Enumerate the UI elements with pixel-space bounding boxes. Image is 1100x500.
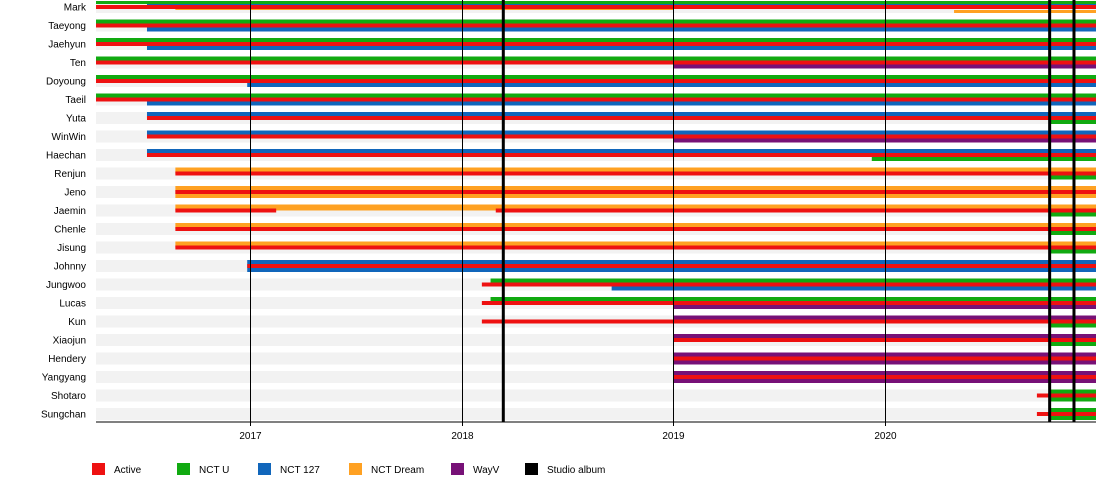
bar-mark-dream [954, 10, 1096, 13]
label-xiaojun: Xiaojun [53, 336, 86, 347]
active-johnny-0 [247, 264, 1097, 268]
label-jisung: Jisung [57, 243, 86, 254]
member-labels: Mark Taeyong Jaehyun Ten Doyoung Taeil Yuta Win… [41, 3, 87, 421]
bar-mark-nctu [96, 1, 1096, 4]
legend-label-active: Active [114, 465, 142, 476]
bar-jungwoo-nctu [490, 278, 1096, 285]
label-sungchan: Sungchan [41, 410, 86, 421]
label-taeyong: Taeyong [48, 21, 86, 32]
tick-label-2018: 2018 [451, 431, 474, 442]
active-doyoung-0 [96, 79, 1096, 83]
active-yangyang-0 [673, 375, 1096, 379]
legend-label-album: Studio album [547, 465, 605, 476]
active-yuta-0 [146, 116, 1097, 120]
label-jaehyun: Jaehyun [48, 40, 86, 51]
bar-taeil-nct127 [146, 99, 1097, 106]
label-mark: Mark [64, 3, 87, 14]
bar-doyoung-nct127 [247, 81, 1097, 87]
tick-label-2019: 2019 [662, 431, 685, 442]
bar-winwin-nct127 [146, 130, 1097, 135]
legend-swatch-album [525, 463, 538, 475]
label-jeno: Jeno [64, 188, 86, 199]
label-johnny: Johnny [54, 262, 86, 273]
bar-taeyong-nct127 [146, 25, 1097, 32]
active-haechan-0 [146, 153, 1097, 157]
bar-winwin-wayv [673, 138, 1096, 143]
bar-jaemin-dream [175, 204, 1097, 211]
bar-ten-wayv [673, 62, 1096, 69]
active-lucas-0 [481, 301, 1096, 305]
tick-label-2020: 2020 [874, 431, 897, 442]
bar-haechan-nct127 [146, 149, 1097, 153]
active-jaehyun-0 [96, 42, 1096, 46]
bar-jungwoo-nct127 [611, 284, 1096, 291]
active-winwin-0 [146, 134, 1097, 139]
bar-jaehyun-nctu [96, 38, 1096, 44]
tick-label-2017: 2017 [239, 431, 262, 442]
bar-jaehyun-nct127 [146, 44, 1097, 50]
legend-swatch-active [92, 463, 105, 475]
label-doyoung: Doyoung [46, 77, 86, 88]
year-gridlines [250, 0, 886, 426]
active-sungchan-0 [1036, 412, 1096, 416]
active-jungwoo-0 [481, 282, 1096, 287]
legend-swatch-dream [349, 463, 362, 475]
active-jisung-0 [175, 245, 1097, 250]
label-winwin: WinWin [52, 132, 86, 143]
row-bg-sungchan [96, 408, 1096, 420]
active-renjun-0 [175, 171, 1097, 176]
active-kun-0 [481, 319, 1096, 324]
label-kun: Kun [68, 317, 86, 328]
active-ten-0 [96, 60, 1096, 65]
x-axis: 2017 2018 2019 2020 [96, 421, 1096, 442]
bar-yuta-nct127 [146, 112, 1097, 118]
label-taeil: Taeil [65, 95, 86, 106]
legend-label-dream: NCT Dream [371, 465, 424, 476]
active-bars [96, 5, 1097, 416]
label-hendery: Hendery [48, 354, 86, 365]
bar-jisung-dream [175, 241, 1097, 248]
bar-renjun-dream [175, 167, 1097, 174]
bar-doyoung-nctu [96, 75, 1096, 81]
bar-taeil-nctu [96, 93, 1096, 100]
label-chenle: Chenle [54, 225, 86, 236]
bar-chenle-dream [175, 223, 1097, 229]
bar-lucas-nctu [490, 297, 1096, 303]
legend-label-wayv: WayV [473, 465, 500, 476]
label-lucas: Lucas [59, 299, 86, 310]
bar-lucas-wayv [673, 303, 1096, 309]
active-taeil-0 [96, 97, 1096, 102]
legend-label-nctu: NCT U [199, 465, 229, 476]
label-jaemin: Jaemin [54, 206, 86, 217]
active-taeyong-0 [96, 23, 1096, 28]
legend-swatch-nctu [177, 463, 190, 475]
active-xiaojun-0 [673, 338, 1096, 342]
bar-haechan-nctu [871, 157, 1096, 161]
legend-swatch-nct127 [258, 463, 271, 475]
legend-swatch-wayv [451, 463, 464, 475]
active-hendery-0 [673, 356, 1096, 361]
label-ten: Ten [70, 58, 86, 69]
studio-album-lines [501, 0, 1076, 422]
bar-ten-nctu [96, 56, 1096, 63]
active-mark-0 [96, 5, 1096, 9]
legend-label-nct127: NCT 127 [280, 465, 320, 476]
active-chenle-0 [175, 227, 1097, 231]
label-yangyang: Yangyang [42, 373, 86, 384]
active-shotaro-0 [1036, 393, 1096, 398]
bar-kun-wayv [673, 315, 1096, 322]
label-renjun: Renjun [54, 169, 86, 180]
label-shotaro: Shotaro [51, 391, 86, 402]
active-jaemin-1 [495, 208, 1096, 213]
legend: Active NCT U NCT 127 NCT Dream WayV Studio al… [92, 463, 605, 476]
active-jaemin-0 [175, 208, 277, 213]
bar-xiaojun-wayv [673, 334, 1096, 340]
active-jeno-0 [175, 190, 1097, 194]
row-bg-shotaro [96, 389, 1096, 402]
label-yuta: Yuta [66, 114, 86, 125]
label-haechan: Haechan [46, 151, 86, 162]
bar-taeyong-nctu [96, 19, 1096, 26]
label-jungwoo: Jungwoo [46, 280, 86, 291]
